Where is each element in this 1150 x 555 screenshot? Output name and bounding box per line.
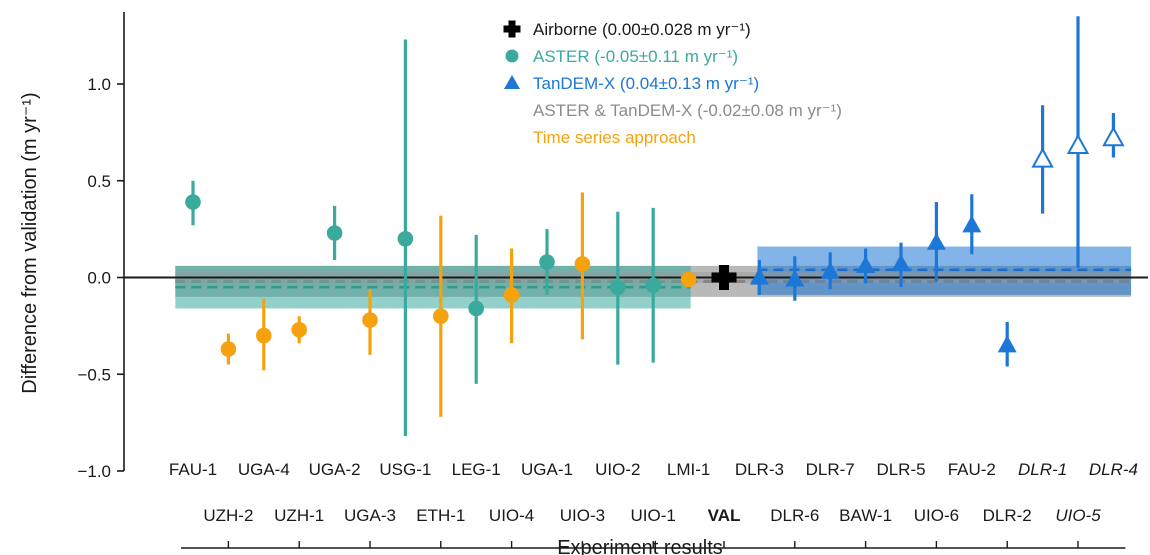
x-tick-label: UGA-2 <box>309 460 361 479</box>
x-axis-title: Experiment results <box>557 537 723 555</box>
y-axis-title: Difference from validation (m yr⁻¹) <box>19 92 41 393</box>
x-tick-label: UIO-6 <box>914 506 959 525</box>
x-tick-label: DLR-6 <box>770 506 819 525</box>
errorbars-layer <box>191 16 1116 437</box>
legend-layer: Airborne (0.00±0.028 m yr⁻¹) ASTER (-0.05… <box>503 20 842 147</box>
x-tick-label: DLR-3 <box>735 460 784 479</box>
legend-marker-tandemx <box>504 75 520 89</box>
y-tick-label: 0.5 <box>87 172 111 191</box>
x-tick-label: DLR-1 <box>1018 460 1067 479</box>
data-point <box>680 271 697 288</box>
data-point <box>362 312 378 328</box>
y-tick-label: 0.0 <box>87 269 111 288</box>
x-tick-label: UIO-5 <box>1055 506 1101 525</box>
legend-label: ASTER (-0.05±0.11 m yr⁻¹) <box>533 47 738 66</box>
data-point <box>997 335 1017 353</box>
data-point <box>785 269 805 287</box>
data-point <box>820 261 840 279</box>
x-tick-label: LEG-1 <box>452 460 501 479</box>
data-point <box>468 300 485 317</box>
data-point <box>326 225 343 241</box>
data-point <box>433 308 449 325</box>
data-point <box>1031 147 1054 168</box>
x-tick-label: UIO-1 <box>631 506 676 525</box>
x-tick-label: UGA-4 <box>238 460 290 479</box>
data-point <box>891 253 911 272</box>
x-tick-label: UIO-3 <box>560 506 605 525</box>
y-tick-label: 1.0 <box>87 75 111 94</box>
x-tick-label: UIO-4 <box>489 506 534 525</box>
x-tick-label: UIO-2 <box>595 460 640 479</box>
data-point <box>711 265 737 290</box>
data-point <box>645 277 661 294</box>
data-point <box>291 321 308 338</box>
x-tick-label: DLR-5 <box>876 460 925 479</box>
data-point <box>574 256 591 272</box>
y-tick-label: −1.0 <box>77 462 111 481</box>
data-point <box>962 215 982 233</box>
data-point <box>1066 133 1090 155</box>
points-layer <box>185 126 1125 357</box>
x-tick-label: UZH-2 <box>203 506 253 525</box>
y-tick-label: −0.5 <box>77 365 111 384</box>
legend-label: Airborne (0.00±0.028 m yr⁻¹) <box>533 20 751 39</box>
x-tick-label: UGA-3 <box>344 506 396 525</box>
x-tick-label: FAU-2 <box>948 460 996 479</box>
data-point <box>503 287 520 303</box>
x-tick-label: LMI-1 <box>667 460 710 479</box>
data-point <box>397 231 414 247</box>
x-tick-label: UGA-1 <box>521 460 573 479</box>
x-tick-label: VAL <box>708 506 741 525</box>
x-tick-label: ETH-1 <box>416 506 465 525</box>
x-tick-label: UZH-1 <box>274 506 324 525</box>
legend-label: ASTER & TanDEM-X (-0.02±0.08 m yr⁻¹) <box>533 101 842 120</box>
data-point <box>1102 126 1125 147</box>
data-point <box>610 279 626 295</box>
data-point <box>185 194 201 210</box>
data-point <box>220 341 237 357</box>
x-tick-label: DLR-4 <box>1089 460 1138 479</box>
legend-label: Time series approach <box>533 128 696 147</box>
data-point <box>539 254 555 270</box>
data-point <box>255 327 272 344</box>
data-point <box>749 267 769 285</box>
x-tick-label: USG-1 <box>379 460 431 479</box>
labels-layer: FAU-1 UZH-2 UGA-4 UZH-1 UGA-2 UGA-3 USG-1 ETH-1… <box>169 460 1138 548</box>
data-point <box>856 255 876 274</box>
legend-marker-airborne <box>503 20 521 38</box>
x-tick-label: FAU-1 <box>169 460 217 479</box>
x-tick-label: DLR-7 <box>806 460 855 479</box>
legend-label: TanDEM-X (0.04±0.13 m yr⁻¹) <box>533 74 759 93</box>
legend-marker-aster <box>505 49 519 63</box>
x-tick-label: DLR-2 <box>983 506 1032 525</box>
x-tick-label: BAW-1 <box>839 506 892 525</box>
data-point <box>926 232 946 250</box>
